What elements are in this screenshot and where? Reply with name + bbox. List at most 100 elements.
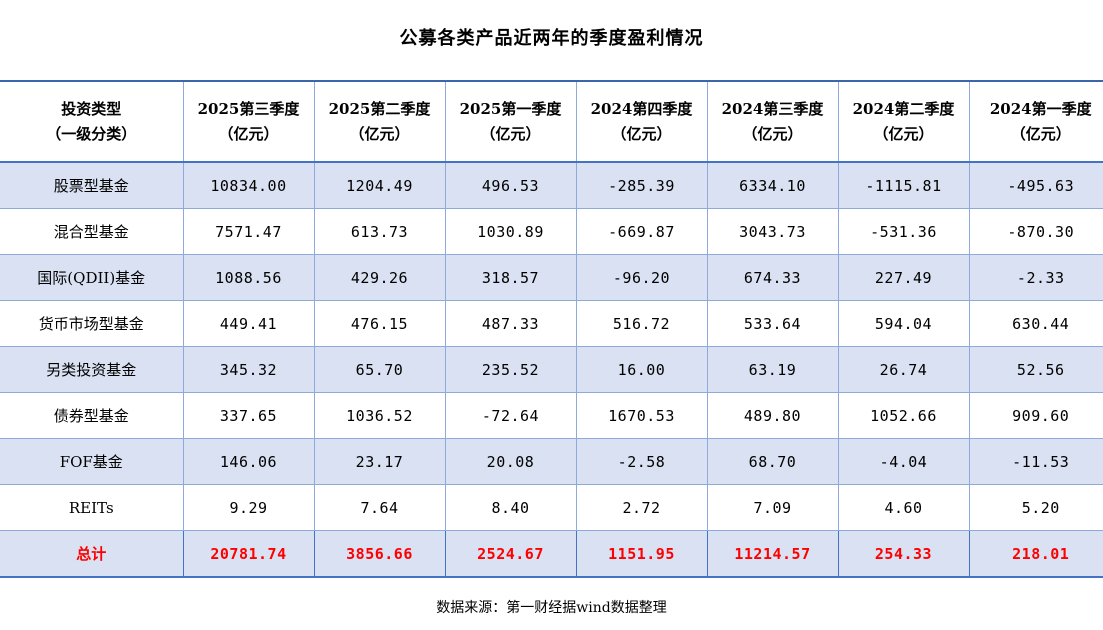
value-cell: -72.64 (444, 392, 576, 439)
value-cell: 449.41 (182, 300, 314, 347)
value-cell: -96.20 (575, 254, 707, 301)
col-header-quarter: 2025第二季度 （亿元） (313, 81, 445, 163)
quarter-unit: （亿元） (873, 124, 934, 143)
value-cell: 10834.00 (182, 161, 314, 209)
total-value-cell: 254.33 (837, 530, 969, 578)
table-row: 货币市场型基金 449.41 476.15 487.33 516.72 533.64 594… (0, 300, 1103, 347)
quarter-unit: （亿元） (218, 124, 279, 143)
total-value-cell: 1151.95 (575, 530, 707, 578)
value-cell: 1052.66 (837, 392, 969, 439)
value-cell: 8.40 (444, 484, 576, 531)
table-row: 债券型基金 337.65 1036.52 -72.64 1670.53 489.80 105… (0, 392, 1103, 439)
value-cell: 1670.53 (575, 392, 707, 439)
quarter-unit: （亿元） (1010, 124, 1071, 143)
col-header-quarter: 2024第四季度 （亿元） (575, 81, 707, 163)
quarter-unit: （亿元） (349, 124, 410, 143)
table-row: FOF基金 146.06 23.17 20.08 -2.58 68.70 -4.04 -11.… (0, 438, 1103, 485)
col-header-quarter: 2024第二季度 （亿元） (837, 81, 969, 163)
value-cell: 496.53 (444, 161, 576, 209)
value-cell: -1115.81 (837, 161, 969, 209)
header-row: 投资类型 （一级分类） 2025第三季度 （亿元） 2025第二季度 （亿元） 2025… (0, 81, 1103, 163)
value-cell: 2.72 (575, 484, 707, 531)
value-cell: 1204.49 (313, 161, 445, 209)
value-cell: 345.32 (182, 346, 314, 393)
col-header-quarter: 2025第一季度 （亿元） (444, 81, 576, 163)
value-cell: 68.70 (706, 438, 838, 485)
value-cell: 146.06 (182, 438, 314, 485)
value-cell: 23.17 (313, 438, 445, 485)
quarter-unit: （亿元） (480, 124, 541, 143)
value-cell: 674.33 (706, 254, 838, 301)
row-label: 债券型基金 (0, 392, 183, 439)
total-value-cell: 11214.57 (706, 530, 838, 578)
quarter-label: 2025第一季度 (459, 99, 562, 118)
value-cell: 594.04 (837, 300, 969, 347)
value-cell: 533.64 (706, 300, 838, 347)
col-header-quarter: 2024第一季度 （亿元） (968, 81, 1103, 163)
value-cell: -870.30 (968, 208, 1103, 255)
table-row: REITs 9.29 7.64 8.40 2.72 7.09 4.60 5.20 (0, 484, 1103, 531)
row-label: 另类投资基金 (0, 346, 183, 393)
row-label: 货币市场型基金 (0, 300, 183, 347)
value-cell: -669.87 (575, 208, 707, 255)
value-cell: 9.29 (182, 484, 314, 531)
row-label: 股票型基金 (0, 161, 183, 209)
value-cell: 337.65 (182, 392, 314, 439)
col-header-quarter: 2024第三季度 （亿元） (706, 81, 838, 163)
value-cell: -11.53 (968, 438, 1103, 485)
value-cell: 3043.73 (706, 208, 838, 255)
value-cell: 4.60 (837, 484, 969, 531)
profit-table-wrap: 投资类型 （一级分类） 2025第三季度 （亿元） 2025第二季度 （亿元） 2025… (0, 80, 1103, 578)
row-label: FOF基金 (0, 438, 183, 485)
quarter-label: 2024第一季度 (989, 99, 1092, 118)
value-cell: 1088.56 (182, 254, 314, 301)
value-cell: 16.00 (575, 346, 707, 393)
col-header-category: 投资类型 （一级分类） (0, 81, 183, 163)
value-cell: 630.44 (968, 300, 1103, 347)
value-cell: -285.39 (575, 161, 707, 209)
value-cell: 20.08 (444, 438, 576, 485)
total-value-cell: 3856.66 (313, 530, 445, 578)
total-value-cell: 218.01 (968, 530, 1103, 578)
value-cell: 7.09 (706, 484, 838, 531)
value-cell: 63.19 (706, 346, 838, 393)
value-cell: 5.20 (968, 484, 1103, 531)
table-body: 股票型基金 10834.00 1204.49 496.53 -285.39 6334.10… (0, 161, 1103, 578)
total-row: 总计 20781.74 3856.66 2524.67 1151.95 11214.57 2… (0, 530, 1103, 578)
quarter-label: 2024第二季度 (852, 99, 955, 118)
total-label: 总计 (0, 530, 183, 578)
data-source-note: 数据来源：第一财经据wind数据整理 (436, 600, 667, 616)
value-cell: 1036.52 (313, 392, 445, 439)
value-cell: 1030.89 (444, 208, 576, 255)
value-cell: 52.56 (968, 346, 1103, 393)
quarter-unit: （亿元） (611, 124, 672, 143)
quarter-label: 2024第三季度 (721, 99, 824, 118)
value-cell: 489.80 (706, 392, 838, 439)
total-value-cell: 2524.67 (444, 530, 576, 578)
value-cell: -495.63 (968, 161, 1103, 209)
value-cell: -2.33 (968, 254, 1103, 301)
value-cell: 6334.10 (706, 161, 838, 209)
value-cell: -4.04 (837, 438, 969, 485)
col-header-quarter: 2025第三季度 （亿元） (182, 81, 314, 163)
value-cell: 476.15 (313, 300, 445, 347)
value-cell: 26.74 (837, 346, 969, 393)
value-cell: 613.73 (313, 208, 445, 255)
value-cell: -2.58 (575, 438, 707, 485)
col-header-category-line1: 投资类型 (61, 99, 122, 118)
col-header-category-line2: （一级分类） (46, 124, 137, 143)
value-cell: 7571.47 (182, 208, 314, 255)
value-cell: -531.36 (837, 208, 969, 255)
table-row: 国际(QDII)基金 1088.56 429.26 318.57 -96.20 674.3… (0, 254, 1103, 301)
row-label: 混合型基金 (0, 208, 183, 255)
quarter-unit: （亿元） (742, 124, 803, 143)
value-cell: 235.52 (444, 346, 576, 393)
profit-table: 投资类型 （一级分类） 2025第三季度 （亿元） 2025第二季度 （亿元） 2025… (0, 80, 1103, 578)
table-row: 股票型基金 10834.00 1204.49 496.53 -285.39 6334.10… (0, 161, 1103, 209)
total-value-cell: 20781.74 (182, 530, 314, 578)
value-cell: 429.26 (313, 254, 445, 301)
table-row: 混合型基金 7571.47 613.73 1030.89 -669.87 3043.73-… (0, 208, 1103, 255)
value-cell: 7.64 (313, 484, 445, 531)
quarter-label: 2024第四季度 (590, 99, 693, 118)
value-cell: 65.70 (313, 346, 445, 393)
